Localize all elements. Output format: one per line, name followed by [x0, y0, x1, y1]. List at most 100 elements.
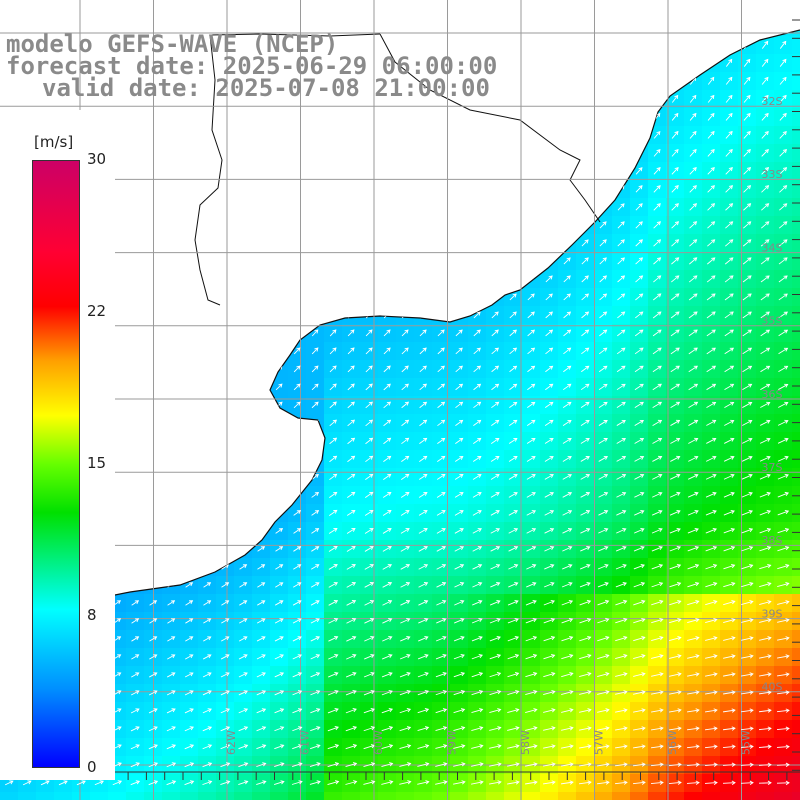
wind-arrowhead: [512, 347, 518, 352]
wind-arrow: [633, 655, 645, 659]
wind-arrowhead: [334, 690, 339, 695]
wind-arrowhead: [423, 564, 429, 568]
wind-arrowhead: [459, 437, 464, 442]
wind-arrow: [634, 329, 644, 337]
wind-arrowhead: [533, 690, 538, 695]
wind-arrow: [363, 690, 375, 696]
wind-arrow: [669, 618, 681, 624]
wind-arrowhead: [404, 347, 409, 352]
wind-arrowhead: [549, 510, 555, 514]
wind-arrow: [725, 131, 733, 139]
wind-arrow: [689, 221, 697, 229]
wind-arrowhead: [711, 383, 717, 388]
wind-arrowhead: [675, 293, 680, 298]
wind-arrowhead: [351, 582, 357, 586]
wind-arrowhead: [314, 383, 319, 388]
wind-arrowhead: [712, 545, 718, 551]
wind-arrowhead: [189, 690, 194, 695]
wind-arrow: [687, 564, 699, 570]
wind-arrowhead: [695, 726, 700, 731]
wind-arrowhead: [585, 347, 590, 352]
wind-arrowhead: [351, 600, 357, 604]
wind-arrowhead: [693, 275, 698, 280]
wind-arrowhead: [424, 618, 429, 623]
wind-arrowhead: [387, 473, 392, 478]
wind-arrowhead: [476, 383, 482, 388]
wind-arrowhead: [333, 582, 338, 586]
wind-arrowhead: [495, 474, 500, 478]
wind-arrowhead: [461, 744, 466, 749]
wind-arrow: [724, 275, 734, 283]
wind-arrow: [435, 654, 447, 660]
wind-arrowhead: [712, 401, 717, 406]
wind-arrowhead: [370, 618, 375, 622]
wind-arrow: [579, 727, 591, 731]
wind-arrowhead: [713, 762, 718, 767]
wind-arrow: [525, 636, 537, 642]
wind-arrowhead: [495, 401, 500, 406]
wind-arrowhead: [261, 708, 267, 713]
wind-arrowhead: [171, 654, 176, 659]
wind-arrow: [724, 293, 734, 301]
wind-arrowhead: [785, 636, 790, 641]
wind-arrow: [311, 510, 319, 516]
wind-arrowhead: [749, 563, 754, 569]
wind-arrowhead: [296, 347, 301, 352]
wind-arrowhead: [641, 672, 646, 677]
wind-arrowhead: [135, 654, 140, 659]
wind-arrowhead: [641, 744, 646, 749]
wind-arrowhead: [153, 690, 158, 695]
wind-arrowhead: [425, 780, 430, 785]
wind-arrow: [400, 582, 410, 588]
wind-arrowhead: [153, 672, 158, 677]
wind-arrow: [723, 691, 735, 695]
wind-arrowhead: [458, 401, 464, 406]
wind-arrowhead: [370, 690, 375, 695]
wind-arrowhead: [531, 492, 536, 496]
wind-arrow: [399, 763, 411, 767]
wind-arrowhead: [785, 654, 790, 659]
wind-arrow: [707, 167, 715, 175]
wind-arrowhead: [675, 347, 680, 352]
wind-arrowhead: [639, 437, 645, 442]
wind-arrowhead: [749, 654, 754, 659]
colorbar: [32, 160, 80, 768]
wind-arrowhead: [584, 275, 589, 280]
wind-arrow: [653, 203, 661, 211]
wind-arrow: [725, 59, 733, 67]
wind-arrowhead: [350, 383, 355, 388]
wind-arrowhead: [621, 474, 627, 478]
wind-arrowhead: [461, 780, 466, 785]
wind-arrow: [687, 618, 699, 624]
wind-arrowhead: [782, 58, 787, 63]
wind-arrowhead: [207, 618, 212, 623]
wind-arrow: [633, 745, 645, 749]
wind-arrow: [256, 654, 266, 660]
wind-arrowhead: [605, 635, 610, 641]
wind-arrow: [167, 618, 175, 624]
wind-arrowhead: [442, 636, 447, 641]
wind-arrow: [274, 744, 284, 750]
wind-arrowhead: [477, 474, 482, 478]
wind-arrowhead: [783, 311, 788, 316]
wind-arrowhead: [621, 383, 626, 388]
wind-arrowhead: [152, 618, 158, 623]
wind-arrow: [777, 510, 789, 516]
wind-arrowhead: [352, 744, 358, 749]
wind-arrow: [453, 781, 465, 785]
wind-arrowhead: [225, 654, 230, 659]
wind-arrowhead: [477, 564, 483, 569]
wind-arrow: [437, 419, 445, 427]
wind-arrow: [779, 113, 787, 121]
wind-arrow: [670, 347, 680, 355]
wind-arrow: [777, 420, 789, 426]
wind-arrow: [688, 456, 698, 462]
wind-arrow: [274, 781, 284, 785]
wind-arrow: [345, 726, 357, 732]
wind-arrow: [563, 365, 571, 373]
wind-arrowhead: [674, 203, 679, 208]
wind-arrow: [508, 456, 518, 462]
wind-arrow: [688, 438, 698, 444]
wind-arrowhead: [676, 509, 681, 514]
wind-arrowhead: [279, 564, 284, 569]
